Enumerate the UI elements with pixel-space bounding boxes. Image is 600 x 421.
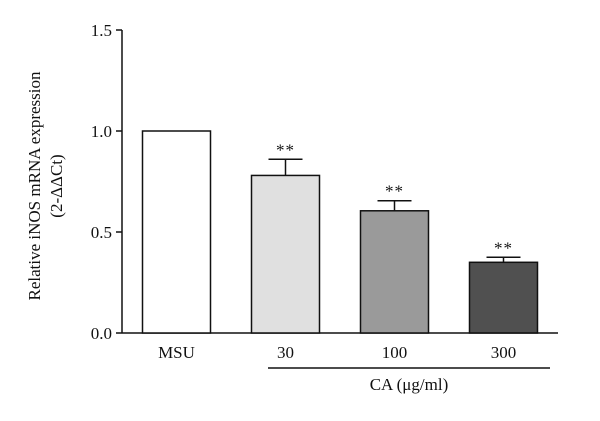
y-axis-label: Relative iNOS mRNA expression <box>25 71 44 301</box>
y-tick-label: 1.5 <box>91 21 112 40</box>
bar-100 <box>359 210 430 334</box>
labels: 0.0 0.5 1.0 1.5 MSU ** 30 ** 100 ** 300 <box>91 21 517 362</box>
bars <box>141 130 539 334</box>
bar-msu <box>141 130 212 334</box>
y-tick-label: 1.0 <box>91 122 112 141</box>
x-tick-label: 30 <box>277 343 294 362</box>
significance-label: ** <box>276 140 295 159</box>
y-tick-label: 0.5 <box>91 223 112 242</box>
y-axis-unit-label: (2-ΔΔCt) <box>47 154 66 217</box>
significance-label: ** <box>494 238 513 257</box>
bar-300 <box>468 261 539 334</box>
y-tick-label: 0.0 <box>91 324 112 343</box>
group-label: CA (μg/ml) <box>370 375 449 394</box>
significance-label: ** <box>385 182 404 201</box>
x-tick-label: 300 <box>491 343 517 362</box>
x-tick-label: MSU <box>158 343 195 362</box>
bar-30 <box>250 174 321 334</box>
x-tick-label: 100 <box>382 343 408 362</box>
